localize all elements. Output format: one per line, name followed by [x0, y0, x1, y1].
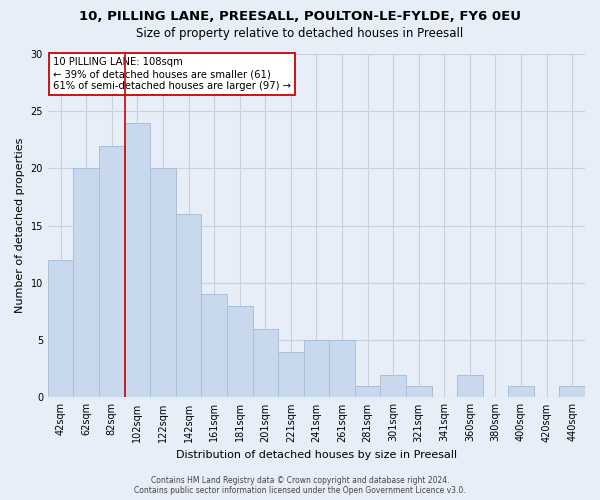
- Bar: [48, 260, 73, 398]
- Bar: [329, 340, 355, 398]
- Bar: [150, 168, 176, 398]
- Bar: [355, 386, 380, 398]
- Text: Contains HM Land Registry data © Crown copyright and database right 2024.
Contai: Contains HM Land Registry data © Crown c…: [134, 476, 466, 495]
- Bar: [559, 386, 585, 398]
- Bar: [73, 168, 99, 398]
- Bar: [457, 374, 482, 398]
- Bar: [508, 386, 534, 398]
- Bar: [253, 328, 278, 398]
- Bar: [304, 340, 329, 398]
- Bar: [278, 352, 304, 398]
- Bar: [227, 306, 253, 398]
- Bar: [176, 214, 202, 398]
- Bar: [99, 146, 125, 398]
- Bar: [406, 386, 431, 398]
- Text: 10 PILLING LANE: 108sqm
← 39% of detached houses are smaller (61)
61% of semi-de: 10 PILLING LANE: 108sqm ← 39% of detache…: [53, 58, 291, 90]
- Y-axis label: Number of detached properties: Number of detached properties: [15, 138, 25, 314]
- X-axis label: Distribution of detached houses by size in Preesall: Distribution of detached houses by size …: [176, 450, 457, 460]
- Text: 10, PILLING LANE, PREESALL, POULTON-LE-FYLDE, FY6 0EU: 10, PILLING LANE, PREESALL, POULTON-LE-F…: [79, 10, 521, 23]
- Text: Size of property relative to detached houses in Preesall: Size of property relative to detached ho…: [136, 28, 464, 40]
- Bar: [202, 294, 227, 398]
- Bar: [125, 122, 150, 398]
- Bar: [380, 374, 406, 398]
